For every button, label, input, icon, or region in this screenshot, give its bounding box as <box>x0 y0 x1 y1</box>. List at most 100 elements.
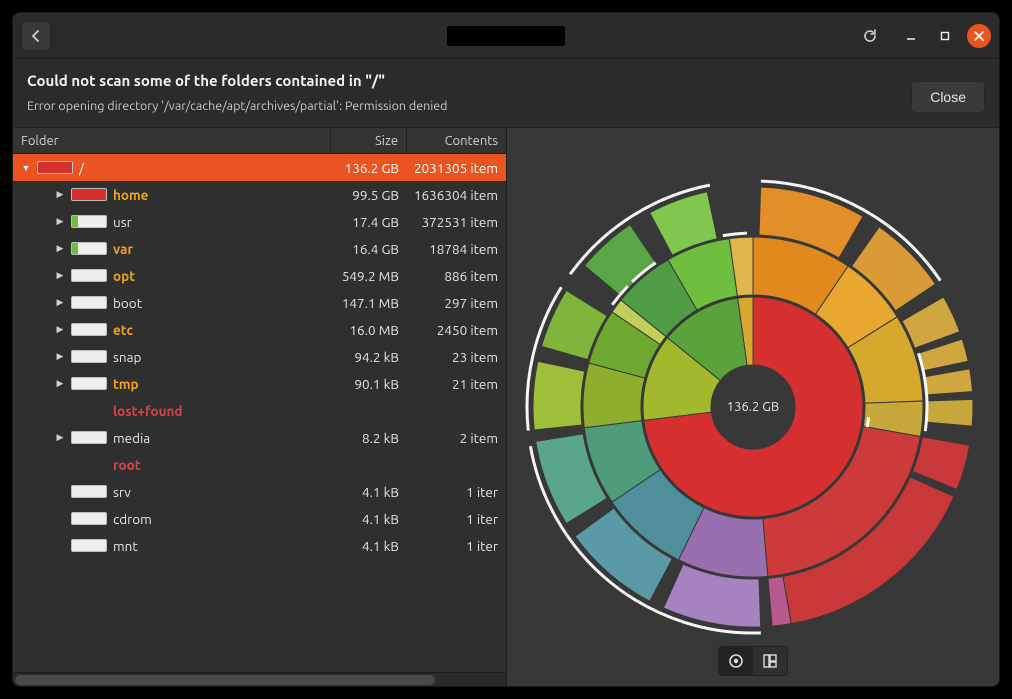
tree-row[interactable]: ▶ tmp 90.1 kB21 item <box>13 370 506 397</box>
cell-contents: 1 iter <box>407 478 506 505</box>
maximize-button[interactable] <box>933 24 957 48</box>
expander-icon[interactable]: ▶ <box>55 379 65 389</box>
expander-icon[interactable]: ▶ <box>55 433 65 443</box>
col-size[interactable]: Size <box>331 128 407 153</box>
banner-message: Error opening directory '/var/cache/apt/… <box>27 99 448 113</box>
expander-icon[interactable]: ▶ <box>55 271 65 281</box>
usage-bar <box>71 215 107 228</box>
usage-bar <box>71 296 107 309</box>
cell-size: 8.2 kB <box>331 424 407 451</box>
cell-contents: 2 item <box>407 424 506 451</box>
tree-row[interactable]: ▶etc16.0 MB2450 item <box>13 316 506 343</box>
usage-bar <box>71 485 107 498</box>
folder-name: var <box>113 241 133 257</box>
folder-name: lost+found <box>113 403 183 419</box>
col-folder[interactable]: Folder <box>13 128 331 153</box>
sunburst-chart[interactable]: 136.2 GB <box>523 177 983 637</box>
h-scroll-thumb[interactable] <box>15 675 435 685</box>
usage-bar <box>71 269 107 282</box>
expander-icon[interactable]: ▶ <box>55 298 65 308</box>
cell-contents: 2031305 item <box>407 154 506 181</box>
folder-name: mnt <box>113 538 138 554</box>
cell-contents <box>407 397 506 424</box>
usage-bar <box>71 242 107 255</box>
usage-bar <box>71 323 107 336</box>
expander-icon <box>55 514 65 524</box>
titlebar <box>13 13 999 59</box>
folder-name: etc <box>113 322 133 338</box>
tree-row[interactable]: ▶usr17.4 GB372531 item <box>13 208 506 235</box>
cell-size: 17.4 GB <box>331 208 407 235</box>
folder-name: boot <box>113 295 142 311</box>
column-headers[interactable]: Folder Size Contents <box>13 128 506 154</box>
usage-bar <box>71 377 107 390</box>
usage-bar <box>71 512 107 525</box>
view-toggle <box>718 646 788 676</box>
expander-icon[interactable]: ▶ <box>55 190 65 200</box>
title-spacer <box>447 26 565 46</box>
cell-size: 549.2 MB <box>331 262 407 289</box>
chart-center-label: 136.2 GB <box>727 400 779 414</box>
cell-size: 16.0 MB <box>331 316 407 343</box>
tree-row[interactable]: srv4.1 kB1 iter <box>13 478 506 505</box>
usage-bar <box>71 188 107 201</box>
cell-contents: 23 item <box>407 343 506 370</box>
refresh-button[interactable] <box>855 21 885 51</box>
folder-name: cdrom <box>113 511 152 527</box>
tree-row[interactable]: ▶ boot 147.1 MB297 item <box>13 289 506 316</box>
tree-row[interactable]: lost+found <box>13 397 506 424</box>
expander-icon <box>55 541 65 551</box>
main-body: Folder Size Contents ▼/136.2 GB2031305 i… <box>13 128 999 686</box>
tree-row[interactable]: ▶media8.2 kB2 item <box>13 424 506 451</box>
expander-icon <box>55 460 65 470</box>
error-banner: Could not scan some of the folders conta… <box>13 59 999 128</box>
folder-name: root <box>113 457 141 473</box>
expander-icon[interactable]: ▶ <box>55 325 65 335</box>
usage-bar <box>71 431 107 444</box>
cell-size <box>331 397 407 424</box>
cell-contents: 18784 item <box>407 235 506 262</box>
treemap-view-button[interactable] <box>753 647 787 675</box>
rings-view-button[interactable] <box>719 647 753 675</box>
col-contents[interactable]: Contents <box>407 128 506 153</box>
cell-size: 147.1 MB <box>331 289 407 316</box>
h-scrollbar[interactable] <box>13 672 506 686</box>
usage-bar <box>71 539 107 552</box>
tree-row[interactable]: ▶opt549.2 MB886 item <box>13 262 506 289</box>
cell-contents: 886 item <box>407 262 506 289</box>
cell-contents: 297 item <box>407 289 506 316</box>
folder-name: srv <box>113 484 131 500</box>
cell-size: 99.5 GB <box>331 181 407 208</box>
folder-tree[interactable]: ▼/136.2 GB2031305 item ▶ home 99.5 GB163630… <box>13 154 506 672</box>
expander-icon[interactable]: ▶ <box>55 244 65 254</box>
folder-name: home <box>113 187 148 203</box>
tree-row[interactable]: ▶snap94.2 kB23 item <box>13 343 506 370</box>
minimize-button[interactable] <box>899 24 923 48</box>
cell-size: 4.1 kB <box>331 532 407 559</box>
tree-row[interactable]: ▶ var 16.4 GB18784 item <box>13 235 506 262</box>
banner-close-button[interactable]: Close <box>911 81 985 113</box>
tree-panel: Folder Size Contents ▼/136.2 GB2031305 i… <box>13 128 507 686</box>
cell-contents: 372531 item <box>407 208 506 235</box>
tree-row[interactable]: ▶ home 99.5 GB1636304 item <box>13 181 506 208</box>
cell-size: 90.1 kB <box>331 370 407 397</box>
banner-title: Could not scan some of the folders conta… <box>27 72 448 89</box>
cell-contents: 21 item <box>407 370 506 397</box>
expander-icon[interactable]: ▶ <box>55 217 65 227</box>
chart-panel: 136.2 GB <box>507 128 999 686</box>
expander-icon[interactable]: ▶ <box>55 352 65 362</box>
cell-contents <box>407 451 506 478</box>
tree-row[interactable]: ▼/136.2 GB2031305 item <box>13 154 506 181</box>
tree-row[interactable]: cdrom4.1 kB1 iter <box>13 505 506 532</box>
usage-bar <box>71 350 107 363</box>
usage-bar <box>37 161 73 174</box>
expander-icon[interactable]: ▼ <box>21 163 31 173</box>
folder-name: snap <box>113 349 141 365</box>
close-window-button[interactable] <box>967 24 991 48</box>
cell-contents: 1636304 item <box>407 181 506 208</box>
folder-name: tmp <box>113 376 139 392</box>
tree-row[interactable]: root <box>13 451 506 478</box>
cell-size: 16.4 GB <box>331 235 407 262</box>
tree-row[interactable]: mnt4.1 kB1 iter <box>13 532 506 559</box>
back-button[interactable] <box>21 21 51 51</box>
